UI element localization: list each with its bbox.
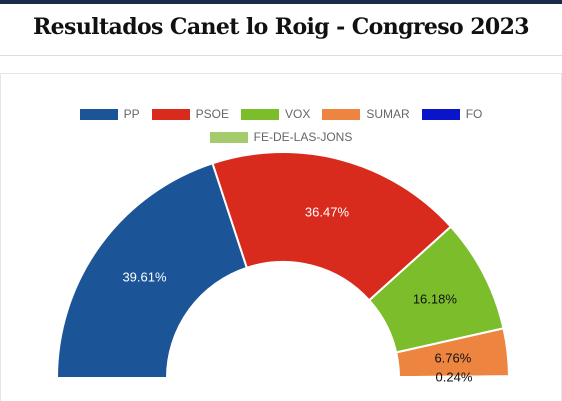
legend-swatch-fo <box>421 108 460 120</box>
legend-row-2: FE-DE-LAS-JONS <box>0 128 562 146</box>
data-label-sumar: 6.76% <box>434 350 471 365</box>
legend-label-fe-de-las-jons: FE-DE-LAS-JONS <box>253 130 353 144</box>
legend-label-vox: VOX <box>285 107 311 121</box>
page-title: Resultados Canet lo Roig - Congreso 2023 <box>32 14 530 40</box>
data-label-fe-de-las-jons: 0.24% <box>436 369 473 384</box>
legend-item-fe-de-las-jons[interactable]: FE-DE-LAS-JONS <box>209 130 353 144</box>
legend-item-vox[interactable]: VOX <box>241 107 310 121</box>
legend-label-sumar: SUMAR <box>366 107 410 121</box>
chart-legend: PP PSOE VOX SUMAR FO FE-DE-LAS-JONS <box>0 105 562 151</box>
legend-label-fo: FO <box>465 107 483 121</box>
legend-item-fo[interactable]: FO <box>421 107 483 121</box>
data-label-psoe: 36.47% <box>305 205 350 220</box>
top-rule <box>0 0 562 4</box>
legend-row-1: PP PSOE VOX SUMAR FO <box>0 105 562 123</box>
title-divider <box>0 55 562 56</box>
legend-swatch-fe-de-las-jons <box>209 131 248 143</box>
data-label-vox: 16.18% <box>413 291 458 306</box>
legend-label-psoe: PSOE <box>195 107 229 121</box>
legend-swatch-vox <box>241 108 279 120</box>
legend-label-pp: PP <box>123 107 140 121</box>
legend-item-pp[interactable]: PP <box>79 107 140 121</box>
slice-fe-de-las-jons[interactable] <box>397 375 511 379</box>
data-label-pp: 39.61% <box>122 270 167 285</box>
slice-pp[interactable] <box>55 162 249 379</box>
slice-psoe[interactable] <box>211 151 453 302</box>
chart-border-left <box>0 74 1 401</box>
legend-item-sumar[interactable]: SUMAR <box>322 107 410 121</box>
legend-swatch-psoe <box>151 108 190 120</box>
legend-swatch-pp <box>79 108 118 120</box>
legend-swatch-sumar <box>322 108 361 120</box>
legend-item-psoe[interactable]: PSOE <box>151 107 229 121</box>
